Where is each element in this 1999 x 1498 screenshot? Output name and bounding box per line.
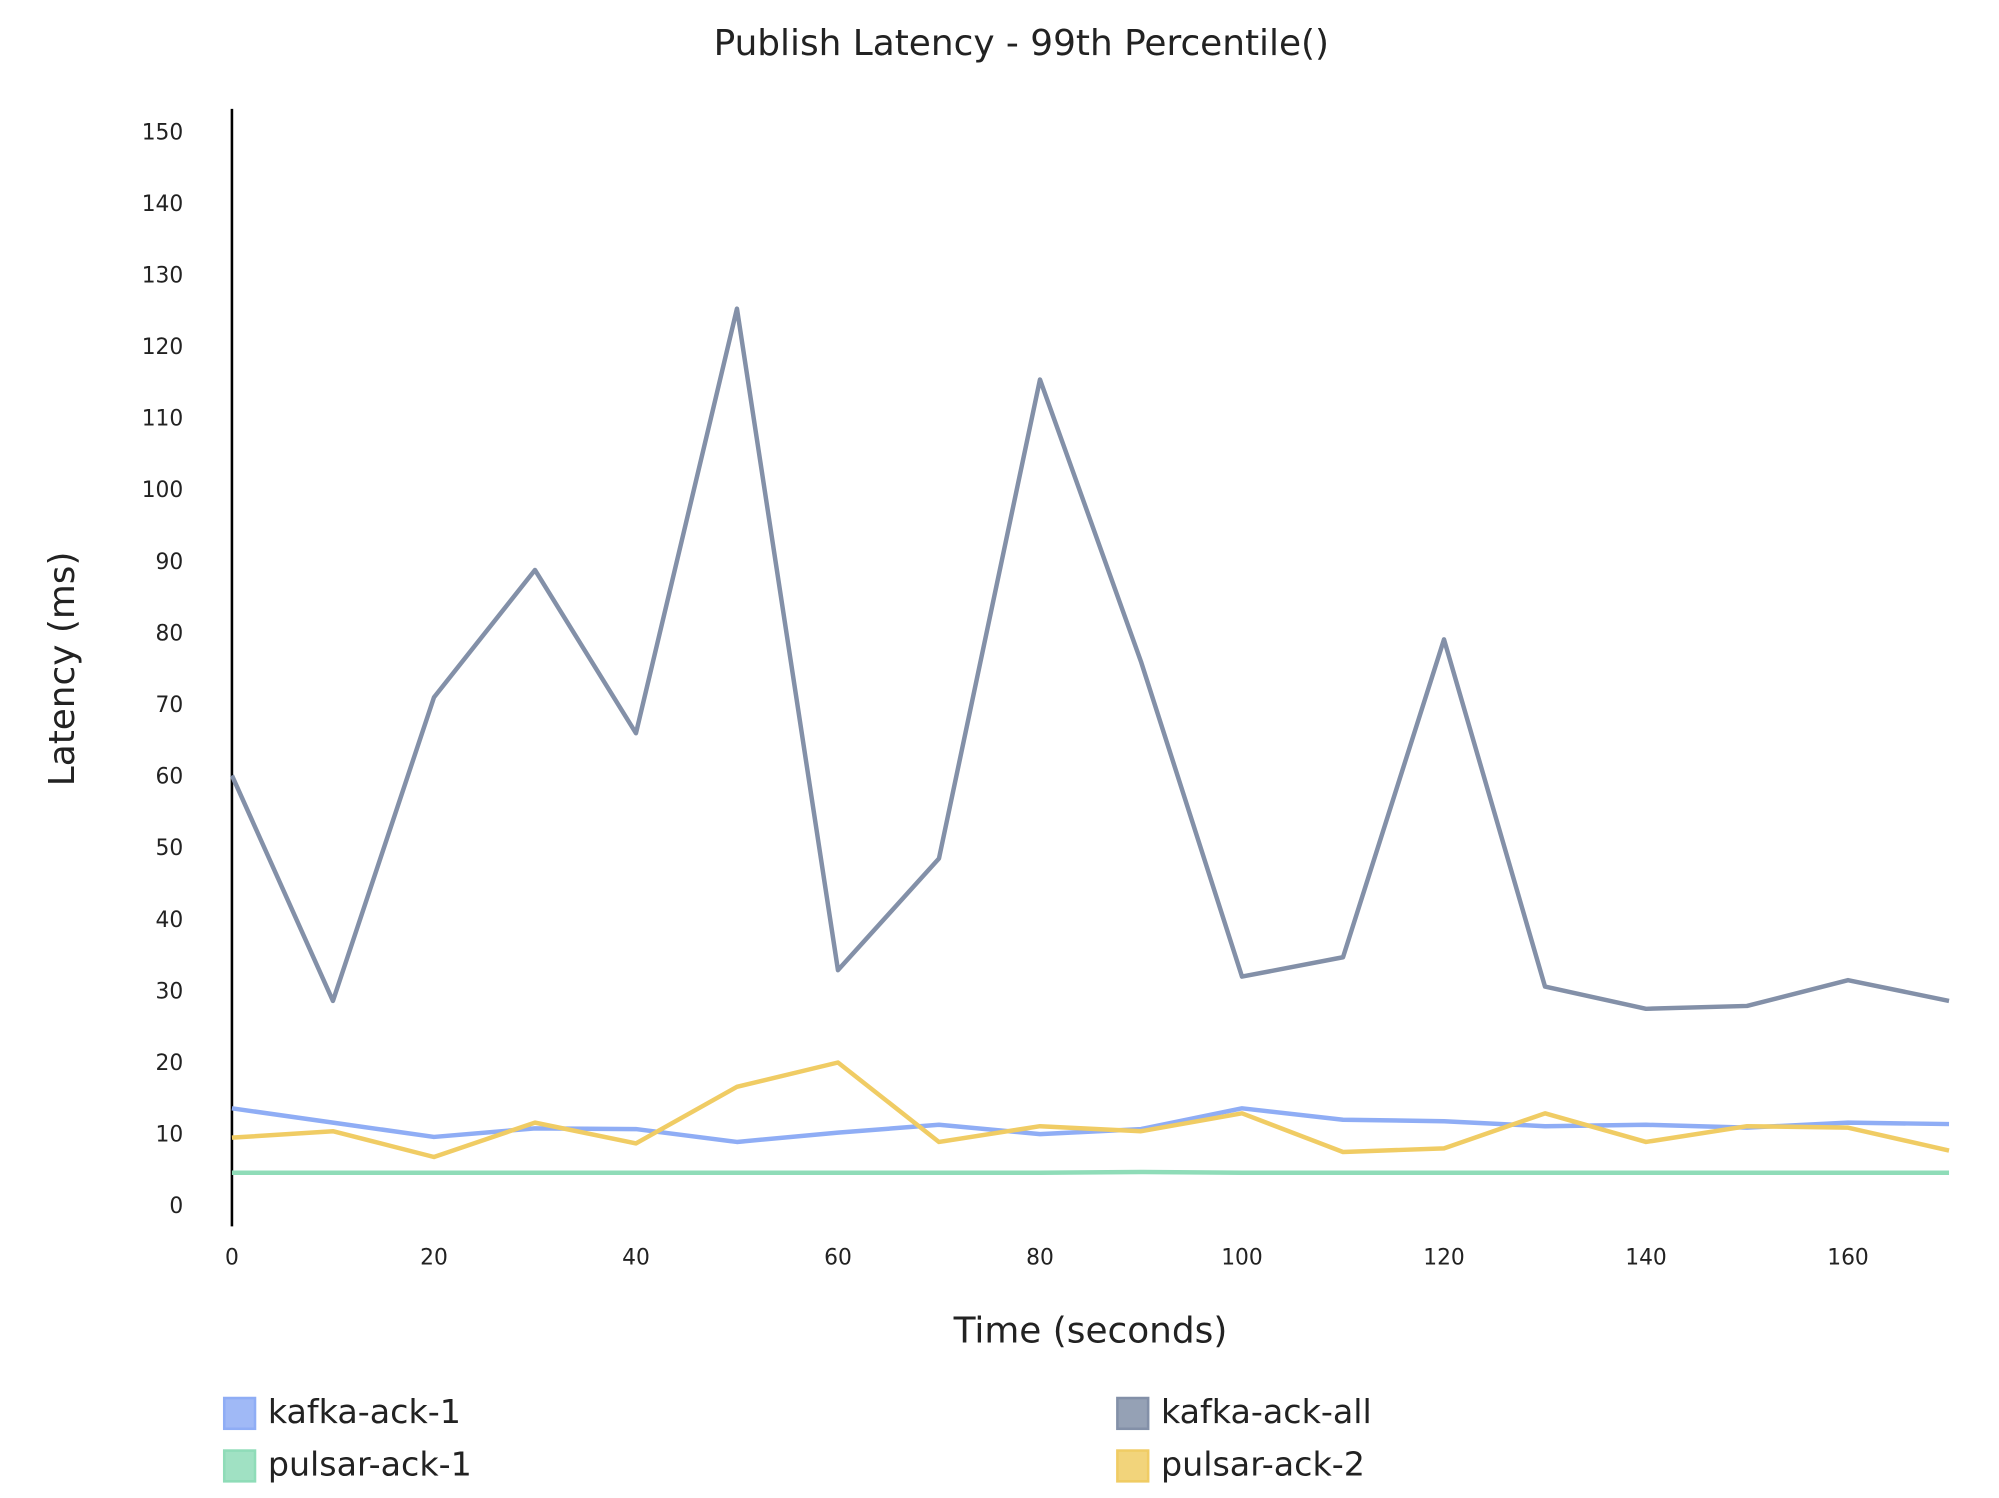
y-tick-label: 90 bbox=[156, 550, 184, 575]
y-tick-label: 30 bbox=[156, 979, 184, 1004]
y-tick-label: 130 bbox=[142, 263, 184, 288]
y-tick-label: 40 bbox=[156, 908, 184, 933]
x-tick-label: 20 bbox=[420, 1245, 448, 1270]
y-tick-label: 140 bbox=[142, 192, 184, 217]
x-tick-label: 80 bbox=[1026, 1245, 1054, 1270]
series-line bbox=[231, 1169, 1950, 1175]
x-axis-label: Time (seconds) bbox=[953, 1311, 1228, 1352]
y-tick-label: 70 bbox=[156, 693, 184, 718]
y-tick-label: 150 bbox=[142, 120, 184, 145]
x-tick-label: 40 bbox=[622, 1245, 650, 1270]
x-tick-label: 0 bbox=[225, 1245, 239, 1270]
series-line bbox=[231, 1060, 1950, 1160]
y-tick-label: 0 bbox=[169, 1194, 183, 1219]
y-tick-label: 100 bbox=[142, 478, 184, 503]
x-tick-label: 100 bbox=[1221, 1245, 1263, 1270]
y-tick-label: 60 bbox=[156, 765, 184, 790]
legend-label: kafka-ack-1 bbox=[268, 1392, 461, 1431]
y-tick-label: 20 bbox=[156, 1051, 184, 1076]
x-tick-label: 60 bbox=[824, 1245, 852, 1270]
legend-swatch bbox=[1116, 1396, 1150, 1431]
chart-title: Publish Latency - 99th Percentile() bbox=[714, 23, 1329, 64]
legend-swatch bbox=[222, 1449, 257, 1483]
legend-label: pulsar-ack-1 bbox=[268, 1444, 472, 1483]
y-tick-label: 120 bbox=[142, 335, 184, 360]
y-tick-label: 10 bbox=[156, 1123, 184, 1148]
series-line bbox=[229, 306, 1950, 1012]
x-tick-label: 160 bbox=[1827, 1245, 1869, 1270]
y-axis-label: Latency (ms) bbox=[42, 552, 83, 787]
y-tick-label: 50 bbox=[156, 836, 184, 861]
legend-label: pulsar-ack-2 bbox=[1161, 1444, 1365, 1483]
y-tick-label: 80 bbox=[156, 621, 184, 646]
y-tick-label: 110 bbox=[142, 407, 184, 432]
x-tick-label: 120 bbox=[1423, 1245, 1465, 1270]
legend-swatch bbox=[1116, 1449, 1150, 1483]
x-tick-label: 140 bbox=[1625, 1245, 1667, 1270]
legend-label: kafka-ack-all bbox=[1161, 1392, 1372, 1431]
legend-swatch bbox=[222, 1396, 257, 1431]
